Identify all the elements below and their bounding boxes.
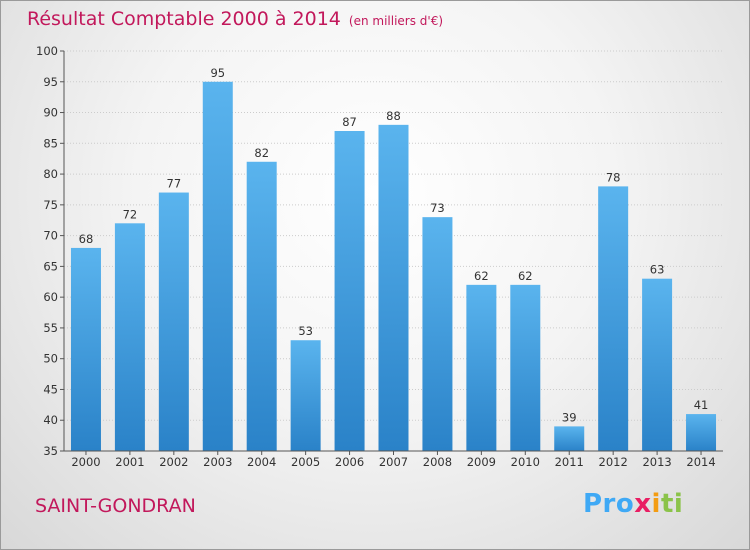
y-tick-label: 95 bbox=[43, 75, 58, 89]
bar-2002 bbox=[158, 192, 189, 452]
logo-part: ti bbox=[660, 489, 684, 519]
logo-part: i bbox=[651, 489, 661, 519]
bar-2013 bbox=[642, 278, 673, 451]
y-tick-label: 65 bbox=[43, 259, 58, 273]
data-label-2014: 41 bbox=[694, 398, 709, 412]
data-label-2001: 72 bbox=[123, 207, 138, 221]
x-tick-label-2004: 2004 bbox=[247, 455, 276, 469]
y-tick-label: 45 bbox=[43, 382, 58, 396]
data-label-2006: 87 bbox=[342, 115, 357, 129]
data-label-2004: 82 bbox=[254, 146, 269, 160]
bar-2008 bbox=[422, 217, 453, 451]
y-tick-label: 35 bbox=[43, 444, 58, 458]
bar-2003 bbox=[202, 81, 233, 452]
bars: 68 72 77 95 82 53 87 88 73 62 62 39 78 63 41 bbox=[70, 66, 717, 452]
x-tick-label-2007: 2007 bbox=[379, 455, 408, 469]
y-tick-label: 40 bbox=[43, 413, 58, 427]
bar-2007 bbox=[378, 124, 409, 451]
data-label-2009: 62 bbox=[474, 269, 489, 283]
y-tick-label: 100 bbox=[36, 44, 58, 58]
proxiti-logo: Proxiti bbox=[583, 489, 683, 519]
commune-name: SAINT-GONDRAN bbox=[35, 495, 196, 517]
data-label-2000: 68 bbox=[79, 232, 94, 246]
data-label-2011: 39 bbox=[562, 410, 577, 424]
y-tick-label: 70 bbox=[43, 229, 58, 243]
bar-2001 bbox=[114, 223, 145, 451]
x-tick-label-2010: 2010 bbox=[511, 455, 540, 469]
data-label-2002: 77 bbox=[167, 177, 182, 191]
y-tick-label: 55 bbox=[43, 321, 58, 335]
data-label-2012: 78 bbox=[606, 170, 621, 184]
bar-2011 bbox=[554, 426, 585, 451]
chart-title: Résultat Comptable 2000 à 2014 (en millie… bbox=[27, 8, 443, 30]
bar-2006 bbox=[334, 131, 365, 451]
data-label-2008: 73 bbox=[430, 201, 445, 215]
x-tick-label-2001: 2001 bbox=[115, 455, 144, 469]
x-tick-label-2008: 2008 bbox=[423, 455, 452, 469]
x-tick-label-2002: 2002 bbox=[159, 455, 188, 469]
title-text: Résultat Comptable 2000 à 2014 bbox=[27, 8, 341, 30]
axes: 35 40 45 50 55 60 65 70 75 80 85 90 95 100 2000 2001 200… bbox=[36, 44, 723, 469]
bar-2004 bbox=[246, 161, 277, 451]
x-tick-label-2005: 2005 bbox=[291, 455, 320, 469]
y-tick-label: 90 bbox=[43, 106, 58, 120]
x-tick-label-2014: 2014 bbox=[686, 455, 715, 469]
y-tick-label: 85 bbox=[43, 136, 58, 150]
x-tick-label-2012: 2012 bbox=[599, 455, 628, 469]
bar-2014 bbox=[686, 414, 717, 451]
bar-2000 bbox=[70, 247, 101, 451]
logo-part: Pro bbox=[583, 489, 635, 519]
bar-2005 bbox=[290, 340, 321, 451]
x-tick-label-2013: 2013 bbox=[642, 455, 671, 469]
y-tick-label: 75 bbox=[43, 198, 58, 212]
data-label-2010: 62 bbox=[518, 269, 533, 283]
x-tick-label-2003: 2003 bbox=[203, 455, 232, 469]
bar-2012 bbox=[598, 186, 629, 451]
data-label-2013: 63 bbox=[650, 263, 665, 277]
bar-2009 bbox=[466, 284, 497, 451]
x-tick-label-2000: 2000 bbox=[71, 455, 100, 469]
chart-subtitle: (en milliers d'€) bbox=[348, 14, 444, 28]
x-tick-label-2009: 2009 bbox=[467, 455, 496, 469]
y-tick-label: 80 bbox=[43, 167, 58, 181]
y-tick-label: 60 bbox=[43, 290, 58, 304]
data-label-2005: 53 bbox=[298, 324, 313, 338]
x-tick-label-2006: 2006 bbox=[335, 455, 364, 469]
data-label-2003: 95 bbox=[210, 66, 225, 80]
x-tick-label-2011: 2011 bbox=[555, 455, 584, 469]
data-label-2007: 88 bbox=[386, 109, 401, 123]
logo-part: x bbox=[634, 489, 652, 519]
bar-2010 bbox=[510, 284, 541, 451]
y-tick-label: 50 bbox=[43, 352, 58, 366]
